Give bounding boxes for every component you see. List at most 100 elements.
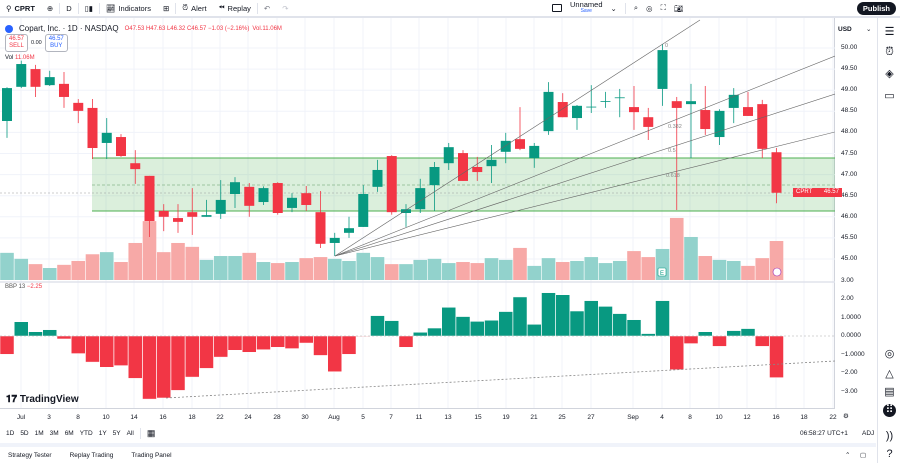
chart-pane[interactable]: 0 0.382 0.5 0.618 E xyxy=(0,18,836,408)
candle-body[interactable] xyxy=(572,105,582,119)
candle-body[interactable] xyxy=(244,186,255,206)
buy-button[interactable]: 46.57 BUY xyxy=(44,34,68,52)
candle-body[interactable] xyxy=(386,156,397,213)
camera-icon[interactable]: 📷︎ xyxy=(673,3,684,13)
candle-body[interactable] xyxy=(458,153,468,181)
signal-icon[interactable]: )) xyxy=(885,430,894,442)
candle-body[interactable] xyxy=(87,107,98,149)
candle-body[interactable] xyxy=(728,94,739,108)
candle-body[interactable] xyxy=(215,199,226,214)
chat-icon[interactable]: ▭ xyxy=(884,90,895,102)
calendar-icon[interactable]: ▤ xyxy=(884,386,895,398)
range-ytd[interactable]: YTD xyxy=(79,430,93,437)
candle-body[interactable] xyxy=(586,106,597,108)
fib-fan-line-0382[interactable] xyxy=(334,55,836,257)
alerts-icon[interactable]: ⏰︎ xyxy=(885,46,894,58)
redo-button[interactable]: ↷ xyxy=(282,3,289,13)
target-icon[interactable]: ◎ xyxy=(884,348,895,360)
templates-button[interactable]: ⊞ xyxy=(157,4,175,13)
candle-body[interactable] xyxy=(472,167,483,173)
range-1d[interactable]: 1D xyxy=(6,430,15,437)
candle-body[interactable] xyxy=(101,132,112,143)
earnings-marker[interactable] xyxy=(657,267,667,277)
candle-body[interactable] xyxy=(315,212,326,244)
candle-body[interactable] xyxy=(600,101,611,102)
maximize-panel-icon[interactable]: ▢ xyxy=(860,452,867,459)
candle-body[interactable] xyxy=(372,169,383,187)
candle-body[interactable] xyxy=(657,50,668,89)
candle-body[interactable] xyxy=(557,102,568,118)
fib-fan[interactable] xyxy=(334,19,836,257)
candle-body[interactable] xyxy=(529,145,540,159)
candle-body[interactable] xyxy=(258,188,269,203)
candle-body[interactable] xyxy=(59,83,69,97)
candle-body[interactable] xyxy=(700,110,711,130)
fib-fan-line-0618[interactable] xyxy=(334,131,836,257)
candle-body[interactable] xyxy=(771,152,782,193)
tab-trading-panel[interactable]: Trading Panel xyxy=(131,451,172,459)
candle-body[interactable] xyxy=(500,140,511,152)
axis-settings-icon[interactable]: ⚙ xyxy=(843,413,849,420)
candle-body[interactable] xyxy=(671,101,682,108)
apps-icon[interactable]: ⠿ xyxy=(883,404,896,417)
candle-body[interactable] xyxy=(30,69,41,87)
range-6m[interactable]: 6M xyxy=(64,430,74,437)
candle-body[interactable] xyxy=(401,209,411,214)
help-icon[interactable]: ? xyxy=(886,448,893,460)
candle-body[interactable] xyxy=(201,215,212,217)
candle-body[interactable] xyxy=(443,147,454,164)
alert-button[interactable]: ⏰︎ Alert xyxy=(182,3,207,13)
layers-icon[interactable]: ◈ xyxy=(885,68,894,80)
fullscreen-icon[interactable]: ⛶ xyxy=(660,3,666,12)
time-axis[interactable]: Jul 3 8 10 14 16 18 22 24 28 30 Aug 5 7 11 13 15 19 21 25 27… xyxy=(0,408,849,426)
candle-body[interactable] xyxy=(173,218,183,222)
fib-fan-line-05[interactable] xyxy=(334,93,836,257)
candle-body[interactable] xyxy=(130,163,141,170)
candle-body[interactable] xyxy=(486,159,497,167)
indicators-button[interactable]: 📈︎ Indicators xyxy=(105,3,151,13)
candle-body[interactable] xyxy=(629,107,639,113)
candle-body[interactable] xyxy=(16,64,27,87)
tradingview-logo[interactable]: 𝟏𝟕 TradingView xyxy=(6,394,79,405)
collapse-panel-icon[interactable]: ⌃ xyxy=(845,452,851,459)
candle-body[interactable] xyxy=(301,193,312,205)
chart-type-button[interactable]: ▯▮ xyxy=(79,4,99,13)
candle-body[interactable] xyxy=(358,194,369,227)
range-1m[interactable]: 1M xyxy=(34,430,44,437)
candle-body[interactable] xyxy=(287,197,297,208)
candle-body[interactable] xyxy=(230,182,240,195)
settings-icon[interactable]: ◎ xyxy=(646,3,653,13)
candle-body[interactable] xyxy=(187,212,198,217)
range-1y[interactable]: 1Y xyxy=(98,430,107,437)
candle-body[interactable] xyxy=(614,97,625,99)
dividend-marker-icon[interactable] xyxy=(772,267,782,277)
adj-button[interactable]: ADJ xyxy=(862,430,875,437)
range-3m[interactable]: 3M xyxy=(49,430,59,437)
candle-body[interactable] xyxy=(757,104,768,149)
range-5d[interactable]: 5D xyxy=(20,430,29,437)
candle-body[interactable] xyxy=(344,228,354,233)
watchlist-icon[interactable]: ☰ xyxy=(884,26,895,38)
goto-date-icon[interactable]: ▦ xyxy=(146,428,156,438)
candle-body[interactable] xyxy=(73,102,84,111)
candle-body[interactable] xyxy=(686,101,696,105)
tab-replay-trading[interactable]: Replay Trading xyxy=(69,451,114,459)
interval-button[interactable]: D xyxy=(66,3,72,13)
range-5y[interactable]: 5Y xyxy=(112,430,121,437)
undo-button[interactable]: ↶ xyxy=(263,3,271,13)
candle-body[interactable] xyxy=(515,139,525,149)
chart-canvas[interactable]: 0 0.382 0.5 0.618 E xyxy=(0,18,836,408)
candle-body[interactable] xyxy=(116,137,126,157)
compare-button[interactable]: ⊕ xyxy=(41,4,59,13)
symbol-title[interactable]: Copart, Inc. · 1D · NASDAQ xyxy=(19,24,119,33)
candle-body[interactable] xyxy=(44,77,55,86)
clock-time[interactable]: 06:58:27 UTC+1 xyxy=(800,430,848,437)
chevron-down-icon[interactable]: ⌄ xyxy=(610,3,617,13)
range-all[interactable]: All xyxy=(126,430,134,437)
candle-body[interactable] xyxy=(272,183,283,214)
sell-button[interactable]: 46.57 SELL xyxy=(5,34,29,52)
quick-search-icon[interactable]: ⌕ xyxy=(633,3,639,12)
symbol-search[interactable]: ⚲ CPRT xyxy=(6,3,35,13)
pyramid-icon[interactable]: △ xyxy=(885,368,894,380)
candle-body[interactable] xyxy=(643,117,654,127)
